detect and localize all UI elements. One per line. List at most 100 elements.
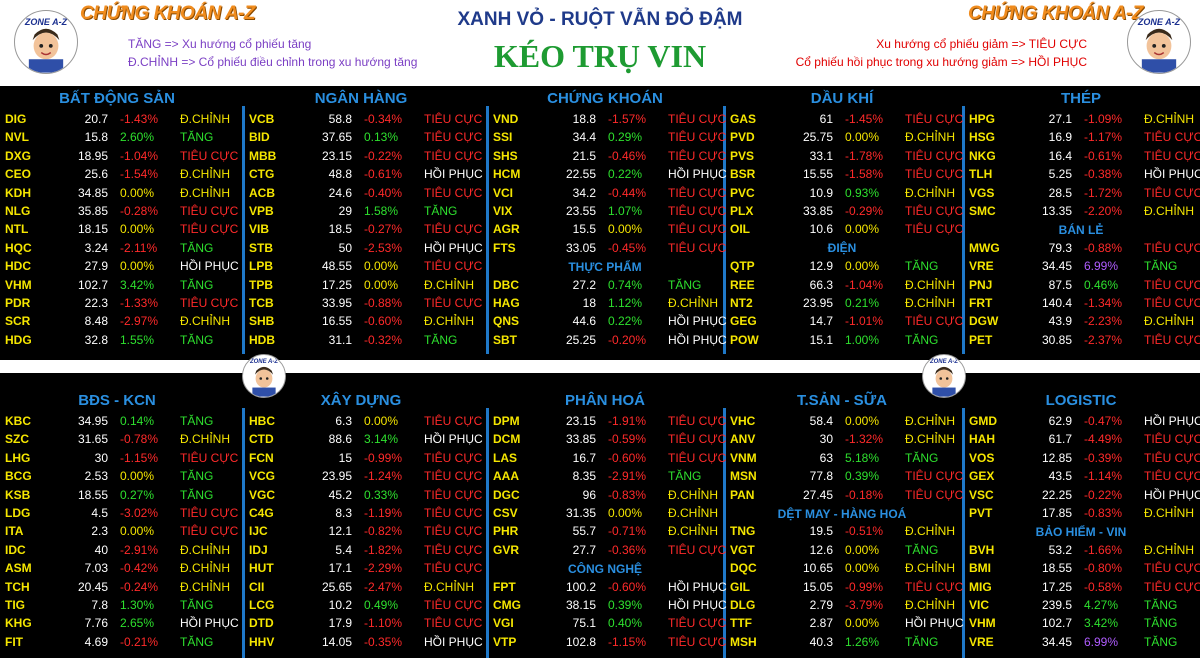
stock-row[interactable]: GAS 61 -1.45% TIÊU CỰC: [727, 110, 963, 128]
stock-row[interactable]: SSI 34.4 0.29% TIÊU CỰC: [490, 128, 726, 146]
stock-row[interactable]: HAG 18 1.12% Đ.CHỈNH: [490, 294, 720, 312]
stock-row[interactable]: MWG 79.3 -0.88% TIÊU CỰC: [966, 239, 1200, 257]
stock-row[interactable]: SHS 21.5 -0.46% TIÊU CỰC: [490, 147, 726, 165]
stock-row[interactable]: IDJ 5.4 -1.82% TIÊU CỰC: [246, 541, 482, 559]
stock-row[interactable]: PHR 55.7 -0.71% Đ.CHỈNH: [490, 522, 720, 540]
stock-row[interactable]: HSG 16.9 -1.17% TIÊU CỰC: [966, 128, 1200, 146]
stock-row[interactable]: VHM 102.7 3.42% TĂNG: [966, 614, 1196, 632]
stock-row[interactable]: ASM 7.03 -0.42% Đ.CHỈNH: [2, 559, 232, 577]
stock-row[interactable]: SMC 13.35 -2.20% Đ.CHỈNH: [966, 202, 1196, 220]
stock-row[interactable]: VGI 75.1 0.40% TIÊU CỰC: [490, 614, 726, 632]
stock-row[interactable]: NKG 16.4 -0.61% TIÊU CỰC: [966, 147, 1200, 165]
stock-row[interactable]: LDG 4.5 -3.02% TIÊU CỰC: [2, 504, 238, 522]
stock-row[interactable]: FCN 15 -0.99% TIÊU CỰC: [246, 449, 482, 467]
stock-row[interactable]: DQC 10.65 0.00% Đ.CHỈNH: [727, 559, 957, 577]
stock-row[interactable]: KBC 34.95 0.14% TĂNG: [2, 412, 232, 430]
stock-row[interactable]: PVT 17.85 -0.83% Đ.CHỈNH: [966, 504, 1196, 522]
stock-row[interactable]: DBC 27.2 0.74% TĂNG: [490, 276, 720, 294]
stock-row[interactable]: SCR 8.48 -2.97% Đ.CHỈNH: [2, 312, 232, 330]
stock-row[interactable]: POW 15.1 1.00% TĂNG: [727, 331, 957, 349]
stock-row[interactable]: CII 25.65 -2.47% Đ.CHỈNH: [246, 578, 476, 596]
stock-row[interactable]: VND 18.8 -1.57% TIÊU CỰC: [490, 110, 726, 128]
stock-row[interactable]: DGW 43.9 -2.23% Đ.CHỈNH: [966, 312, 1196, 330]
stock-row[interactable]: HDG 32.8 1.55% TĂNG: [2, 331, 232, 349]
stock-row[interactable]: LAS 16.7 -0.60% TIÊU CỰC: [490, 449, 726, 467]
stock-row[interactable]: ACB 24.6 -0.40% TIÊU CỰC: [246, 184, 482, 202]
stock-row[interactable]: ANV 30 -1.32% Đ.CHỈNH: [727, 430, 957, 448]
stock-row[interactable]: QTP 12.9 0.00% TĂNG: [727, 257, 957, 275]
stock-row[interactable]: CMG 38.15 0.39% HỒI PHỤC: [490, 596, 727, 614]
stock-row[interactable]: ITA 2.3 0.00% TIÊU CỰC: [2, 522, 238, 540]
stock-row[interactable]: BMI 18.55 -0.80% TIÊU CỰC: [966, 559, 1200, 577]
stock-row[interactable]: VGC 45.2 0.33% TIÊU CỰC: [246, 486, 482, 504]
stock-row[interactable]: MSN 77.8 0.39% TIÊU CỰC: [727, 467, 963, 485]
stock-row[interactable]: MIG 17.25 -0.58% TIÊU CỰC: [966, 578, 1200, 596]
stock-row[interactable]: NT2 23.95 0.21% Đ.CHỈNH: [727, 294, 957, 312]
stock-row[interactable]: CEO 25.6 -1.54% Đ.CHỈNH: [2, 165, 232, 183]
stock-row[interactable]: VIX 23.55 1.07% TIÊU CỰC: [490, 202, 726, 220]
stock-row[interactable]: VRE 34.45 6.99% TĂNG: [966, 633, 1196, 651]
stock-row[interactable]: SHB 16.55 -0.60% Đ.CHỈNH: [246, 312, 476, 330]
stock-row[interactable]: LPB 48.55 0.00% TIÊU CỰC: [246, 257, 482, 275]
stock-row[interactable]: VNM 63 5.18% TĂNG: [727, 449, 957, 467]
stock-row[interactable]: SBT 25.25 -0.20% HỒI PHỤC: [490, 331, 727, 349]
stock-row[interactable]: DIG 20.7 -1.43% Đ.CHỈNH: [2, 110, 232, 128]
stock-row[interactable]: AGR 15.5 0.00% TIÊU CỰC: [490, 220, 726, 238]
stock-row[interactable]: MSH 40.3 1.26% TĂNG: [727, 633, 957, 651]
stock-row[interactable]: VOS 12.85 -0.39% TIÊU CỰC: [966, 449, 1200, 467]
stock-row[interactable]: VSC 22.25 -0.22% HỒI PHỤC: [966, 486, 1200, 504]
stock-row[interactable]: VHM 102.7 3.42% TĂNG: [2, 276, 232, 294]
stock-row[interactable]: GEG 14.7 -1.01% TIÊU CỰC: [727, 312, 963, 330]
stock-row[interactable]: VIC 239.5 4.27% TĂNG: [966, 596, 1196, 614]
stock-row[interactable]: CTD 88.6 3.14% HỒI PHỤC: [246, 430, 483, 448]
stock-row[interactable]: TTF 2.87 0.00% HỒI PHỤC: [727, 614, 964, 632]
stock-row[interactable]: BID 37.65 0.13% TIÊU CỰC: [246, 128, 482, 146]
stock-row[interactable]: FTS 33.05 -0.45% TIÊU CỰC: [490, 239, 726, 257]
stock-row[interactable]: HDC 27.9 0.00% HỒI PHỤC: [2, 257, 239, 275]
stock-row[interactable]: FPT 100.2 -0.60% HỒI PHỤC: [490, 578, 727, 596]
stock-row[interactable]: DPM 23.15 -1.91% TIÊU CỰC: [490, 412, 726, 430]
stock-row[interactable]: NTL 18.15 0.00% TIÊU CỰC: [2, 220, 238, 238]
stock-row[interactable]: C4G 8.3 -1.19% TIÊU CỰC: [246, 504, 482, 522]
stock-row[interactable]: DTD 17.9 -1.10% TIÊU CỰC: [246, 614, 482, 632]
stock-row[interactable]: VTP 102.8 -1.15% TIÊU CỰC: [490, 633, 726, 651]
stock-row[interactable]: HDB 31.1 -0.32% TĂNG: [246, 331, 476, 349]
stock-row[interactable]: LHG 30 -1.15% TIÊU CỰC: [2, 449, 238, 467]
stock-row[interactable]: HQC 3.24 -2.11% TĂNG: [2, 239, 232, 257]
stock-row[interactable]: HHV 14.05 -0.35% HỒI PHỤC: [246, 633, 483, 651]
stock-row[interactable]: FIT 4.69 -0.21% TĂNG: [2, 633, 232, 651]
stock-row[interactable]: PLX 33.85 -0.29% TIÊU CỰC: [727, 202, 963, 220]
stock-row[interactable]: QNS 44.6 0.22% HỒI PHỤC: [490, 312, 727, 330]
stock-row[interactable]: HAH 61.7 -4.49% TIÊU CỰC: [966, 430, 1200, 448]
stock-row[interactable]: PAN 27.45 -0.18% TIÊU CỰC: [727, 486, 963, 504]
stock-row[interactable]: BSR 15.55 -1.58% TIÊU CỰC: [727, 165, 963, 183]
stock-row[interactable]: NVL 15.8 2.60% TĂNG: [2, 128, 232, 146]
stock-row[interactable]: VCI 34.2 -0.44% TIÊU CỰC: [490, 184, 726, 202]
stock-row[interactable]: KSB 18.55 0.27% TĂNG: [2, 486, 232, 504]
stock-row[interactable]: TNG 19.5 -0.51% Đ.CHỈNH: [727, 522, 957, 540]
stock-row[interactable]: IDC 40 -2.91% Đ.CHỈNH: [2, 541, 232, 559]
stock-row[interactable]: VHC 58.4 0.00% Đ.CHỈNH: [727, 412, 957, 430]
stock-row[interactable]: VPB 29 1.58% TĂNG: [246, 202, 476, 220]
stock-row[interactable]: HCM 22.55 0.22% HỒI PHỤC: [490, 165, 727, 183]
stock-row[interactable]: VGS 28.5 -1.72% TIÊU CỰC: [966, 184, 1200, 202]
stock-row[interactable]: DGC 96 -0.83% Đ.CHỈNH: [490, 486, 720, 504]
stock-row[interactable]: KHG 7.76 2.65% HỒI PHỤC: [2, 614, 239, 632]
stock-row[interactable]: VRE 34.45 6.99% TĂNG: [966, 257, 1196, 275]
stock-row[interactable]: DLG 2.79 -3.79% Đ.CHỈNH: [727, 596, 957, 614]
stock-row[interactable]: REE 66.3 -1.04% Đ.CHỈNH: [727, 276, 957, 294]
stock-row[interactable]: DCM 33.85 -0.59% TIÊU CỰC: [490, 430, 726, 448]
stock-row[interactable]: VCB 58.8 -0.34% TIÊU CỰC: [246, 110, 482, 128]
stock-row[interactable]: PVD 25.75 0.00% Đ.CHỈNH: [727, 128, 957, 146]
stock-row[interactable]: OIL 10.6 0.00% TIÊU CỰC: [727, 220, 963, 238]
stock-row[interactable]: VCG 23.95 -1.24% TIÊU CỰC: [246, 467, 482, 485]
stock-row[interactable]: BCG 2.53 0.00% TĂNG: [2, 467, 232, 485]
stock-row[interactable]: MBB 23.15 -0.22% TIÊU CỰC: [246, 147, 482, 165]
stock-row[interactable]: NLG 35.85 -0.28% TIÊU CỰC: [2, 202, 238, 220]
stock-row[interactable]: PDR 22.3 -1.33% TIÊU CỰC: [2, 294, 238, 312]
stock-row[interactable]: GIL 15.05 -0.99% TIÊU CỰC: [727, 578, 963, 596]
stock-row[interactable]: TPB 17.25 0.00% Đ.CHỈNH: [246, 276, 476, 294]
stock-row[interactable]: PNJ 87.5 0.46% TIÊU CỰC: [966, 276, 1200, 294]
stock-row[interactable]: FRT 140.4 -1.34% TIÊU CỰC: [966, 294, 1200, 312]
stock-row[interactable]: GMD 62.9 -0.47% HỒI PHỤC: [966, 412, 1200, 430]
